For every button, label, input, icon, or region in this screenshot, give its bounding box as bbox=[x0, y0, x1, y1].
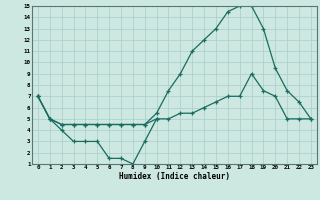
X-axis label: Humidex (Indice chaleur): Humidex (Indice chaleur) bbox=[119, 172, 230, 181]
